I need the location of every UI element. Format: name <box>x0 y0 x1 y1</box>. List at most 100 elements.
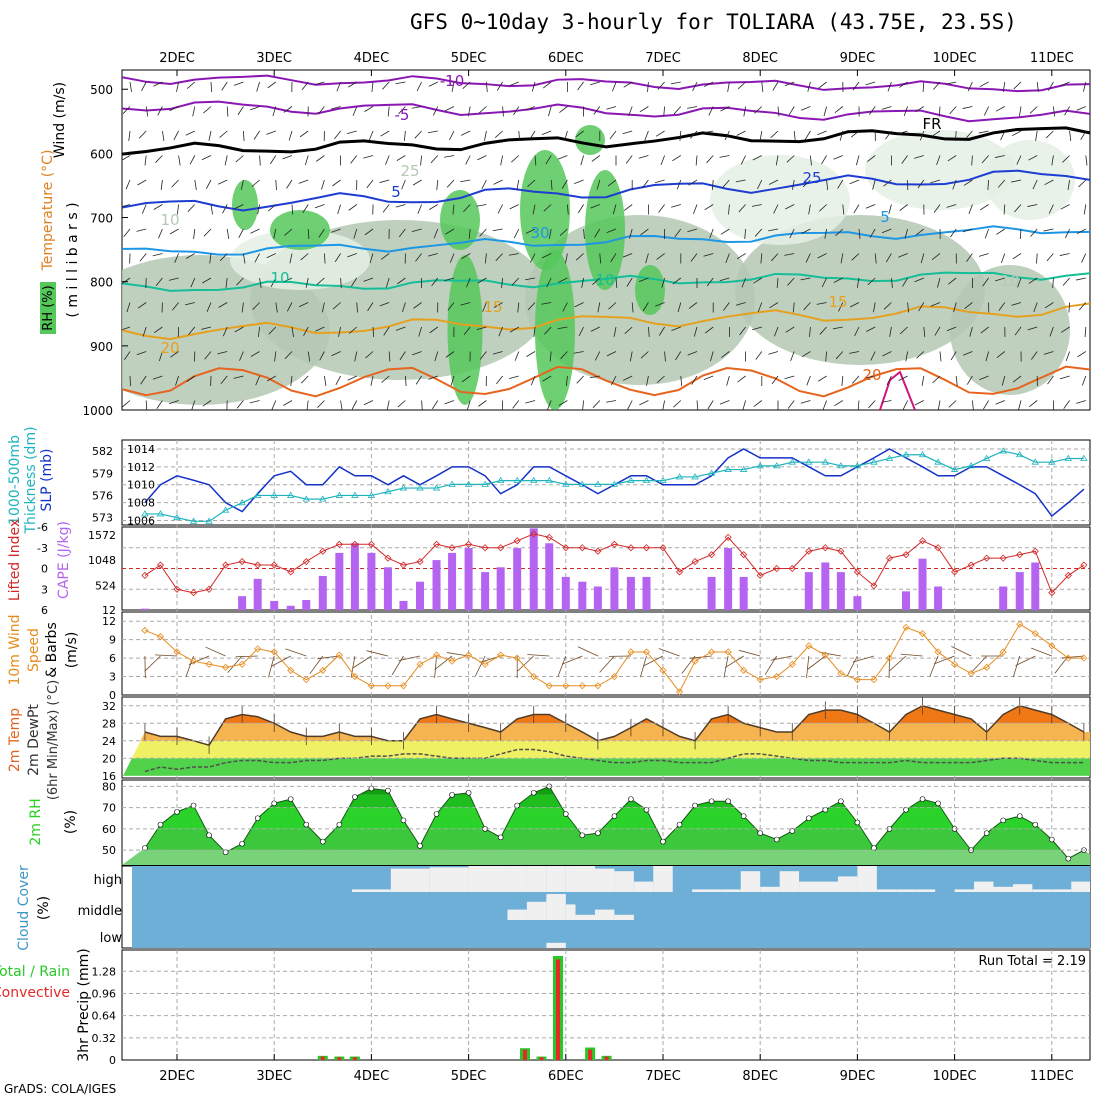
wind-barb <box>640 655 647 678</box>
wind-barb <box>979 81 989 88</box>
wind-barb <box>449 130 455 141</box>
lifted-index-point <box>934 544 942 552</box>
rh-point <box>919 796 926 802</box>
wind-barb <box>434 655 453 670</box>
wind-speed-point <box>773 672 781 681</box>
cape-bar <box>642 576 651 610</box>
wind-barb <box>267 81 277 89</box>
thickness-point <box>335 491 344 498</box>
wind-barb <box>286 179 293 189</box>
wind-barb <box>578 326 584 337</box>
wind-barb <box>267 204 277 212</box>
wind-barb <box>386 400 390 410</box>
rh-color-swatch <box>40 282 56 334</box>
wind-barb <box>739 326 746 336</box>
wind-barb <box>914 400 924 406</box>
thickness-point <box>885 454 894 461</box>
wind-barb <box>868 106 876 115</box>
wind-barb <box>937 277 941 288</box>
wind-barb <box>290 375 293 386</box>
wind-barb <box>282 277 293 283</box>
lifted-index-point <box>594 547 602 555</box>
wind-barb <box>593 106 601 115</box>
wind-barb <box>983 400 989 410</box>
wind-barb <box>608 302 617 310</box>
wind-barb <box>656 253 665 260</box>
wind-barb <box>1080 130 1087 140</box>
wind-barb <box>484 253 487 264</box>
wind-barb <box>415 253 422 262</box>
wind-barb <box>144 155 147 166</box>
wind-barb <box>1062 277 1070 286</box>
wind-barb <box>529 130 536 140</box>
wind-barb <box>1011 302 1022 306</box>
wind-barb <box>492 228 503 232</box>
wind-barb <box>307 228 310 240</box>
wind-barb <box>971 155 973 166</box>
wind-barb <box>1076 228 1086 235</box>
wind-barb <box>787 277 795 286</box>
wind-barb <box>449 253 455 263</box>
wind-barb <box>759 130 763 141</box>
wind-barb <box>883 179 892 187</box>
cloud-cell-high <box>915 889 936 892</box>
wind-barb <box>156 400 163 410</box>
wind-barb <box>315 326 325 332</box>
bottom-date-label: 8DEC <box>742 1069 778 1084</box>
wind-barb <box>788 106 795 116</box>
cloud-cell-high <box>653 866 673 892</box>
wind-barb <box>364 106 374 112</box>
wind-barb <box>764 655 778 675</box>
thickness-point <box>513 476 521 484</box>
temp-minmax-axis-label: (6hr Min/Max) (°C) <box>46 680 61 800</box>
wind-barb <box>886 375 892 386</box>
wind-barb <box>266 130 276 135</box>
wind-barb <box>738 649 761 657</box>
wind-barb <box>417 204 422 214</box>
lifted-index-point <box>983 554 991 562</box>
wind-barb <box>772 81 779 91</box>
wind-barb <box>185 130 195 136</box>
cloud-cell-middle <box>507 909 527 920</box>
rh-point <box>400 817 407 824</box>
wind-speed-point <box>724 648 732 656</box>
precip-total-axis-label: Total / Rain <box>0 964 70 980</box>
wind-barb <box>272 106 277 117</box>
wind-barb <box>933 204 941 213</box>
wind-barb <box>546 277 552 288</box>
wind-barb <box>679 130 682 141</box>
rh-point <box>789 828 796 834</box>
wind-label: 12 <box>102 615 116 628</box>
wind-barb <box>994 155 1005 158</box>
lifted-index-point <box>530 530 538 538</box>
thickness-point <box>659 476 667 484</box>
wind-barb <box>363 277 374 282</box>
rh-bands <box>122 786 1090 865</box>
wind-barb <box>321 302 325 313</box>
wind-barb <box>1078 302 1087 311</box>
wind-barb <box>122 204 131 207</box>
wind-barb <box>740 155 746 165</box>
slp-label: 1008 <box>127 497 155 510</box>
rh-point <box>725 798 731 805</box>
wind-barb <box>629 228 633 239</box>
wind-barb <box>881 106 892 110</box>
wind-barb <box>298 179 309 184</box>
wind-barb <box>317 400 325 408</box>
wind-barb <box>502 106 504 117</box>
thickness-point <box>253 491 262 498</box>
wind-barb <box>792 302 795 313</box>
wind-barb <box>1067 179 1070 190</box>
wind-barb <box>395 81 406 85</box>
wind-barb <box>996 228 1006 235</box>
wind-barb <box>938 106 941 117</box>
wind-barb <box>558 400 568 406</box>
wind-barb <box>1019 106 1022 117</box>
lifted-index-point <box>918 537 927 545</box>
wind-barb <box>917 179 925 189</box>
wind-speed-point <box>1080 654 1088 662</box>
cape-bar <box>593 586 602 610</box>
wind-barb <box>773 204 779 214</box>
lifted-index-point <box>238 558 246 566</box>
